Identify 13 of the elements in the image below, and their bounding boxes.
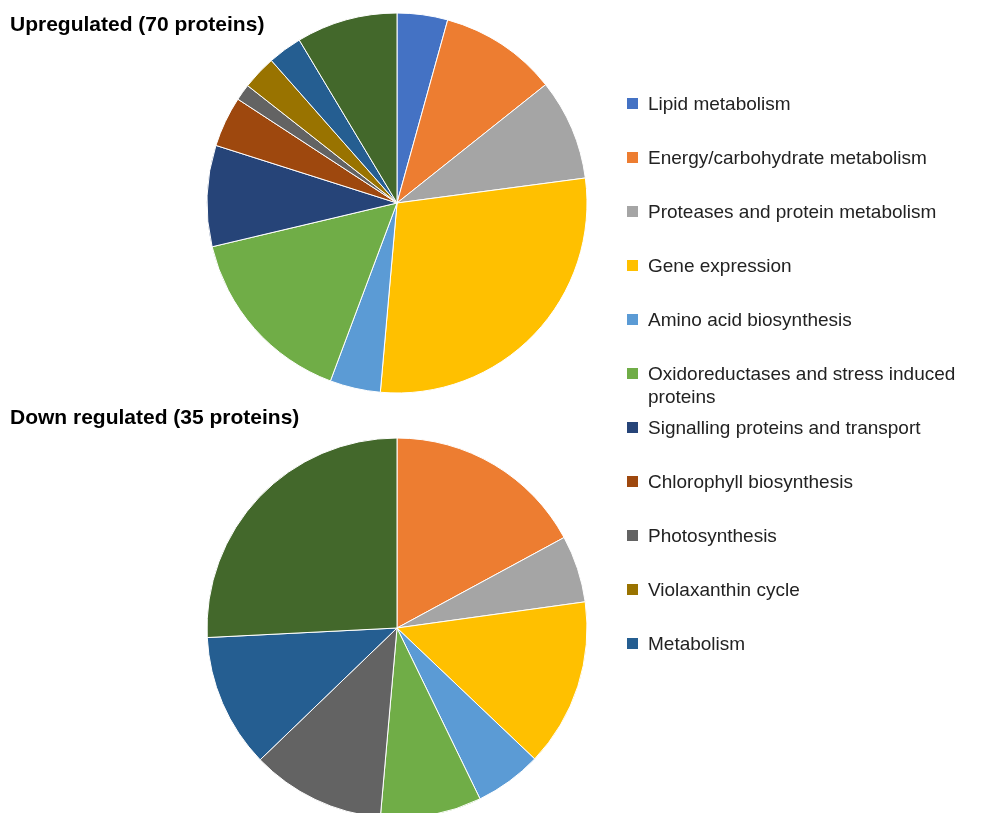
chart-title: Down regulated (35 proteins)	[10, 405, 300, 429]
legend-label: Energy/carbohydrate metabolism	[648, 146, 927, 169]
legend-label: Proteases and protein metabolism	[648, 200, 937, 223]
legend-label: Photosynthesis	[648, 524, 777, 547]
legend-label: Chlorophyll biosynthesis	[648, 470, 853, 493]
legend-label: Oxidoreductases and stress induced proteins	[648, 362, 957, 408]
legend-label: Gene expression	[648, 254, 792, 277]
legend-label: Lipid metabolism	[648, 92, 791, 115]
legend-label: Signalling proteins and transport	[648, 416, 921, 439]
legend-label: Violaxanthin cycle	[648, 578, 800, 601]
chart-title: Upregulated (70 proteins)	[10, 12, 265, 36]
legend-label: Metabolism	[648, 632, 746, 655]
legend-label: Amino acid biosynthesis	[648, 308, 852, 331]
